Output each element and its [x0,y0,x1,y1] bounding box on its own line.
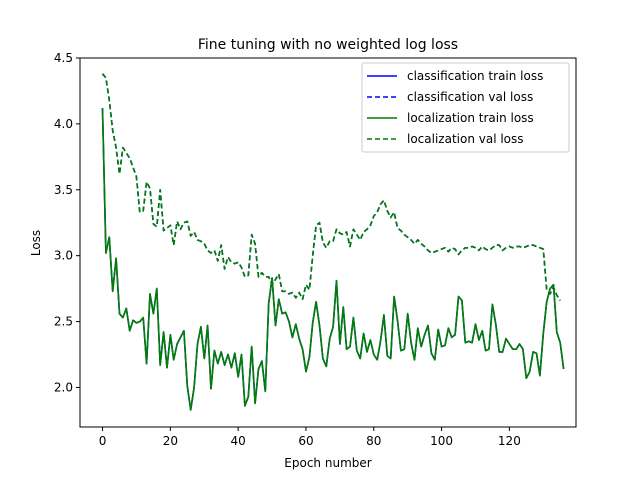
legend: classification train loss classification … [361,62,570,153]
x-tick-label: 100 [430,434,453,448]
series-line-localization-val-loss [101,73,561,301]
x-tick-label: 80 [366,434,381,448]
x-tick-label: 0 [99,434,107,448]
y-axis-ticks: 2.0 2.5 3.0 3.5 4.0 4.5 [54,51,80,394]
x-tick-label: 60 [298,434,313,448]
y-tick-label: 4.0 [54,117,73,131]
chart-title: Fine tuning with no weighted log loss [198,37,458,53]
y-tick-label: 2.0 [54,380,73,394]
legend-label: classification train loss [407,69,543,83]
y-tick-label: 3.0 [54,249,73,263]
y-tick-label: 3.5 [54,183,73,197]
series-layer [101,73,565,411]
x-tick-label: 40 [231,434,246,448]
x-axis-label: Epoch number [284,456,371,470]
legend-label: classification val loss [407,90,533,104]
legend-label: localization train loss [407,111,534,125]
y-axis-label: Loss [29,230,43,256]
legend-label: localization val loss [407,132,524,146]
y-tick-label: 2.5 [54,315,73,329]
y-tick-label: 4.5 [54,51,73,65]
x-axis-ticks: 0 20 40 60 80 100 120 [99,427,521,448]
series-line-localization-train-loss [101,108,565,411]
x-tick-label: 120 [498,434,521,448]
legend-box [361,62,570,153]
x-tick-label: 20 [163,434,178,448]
